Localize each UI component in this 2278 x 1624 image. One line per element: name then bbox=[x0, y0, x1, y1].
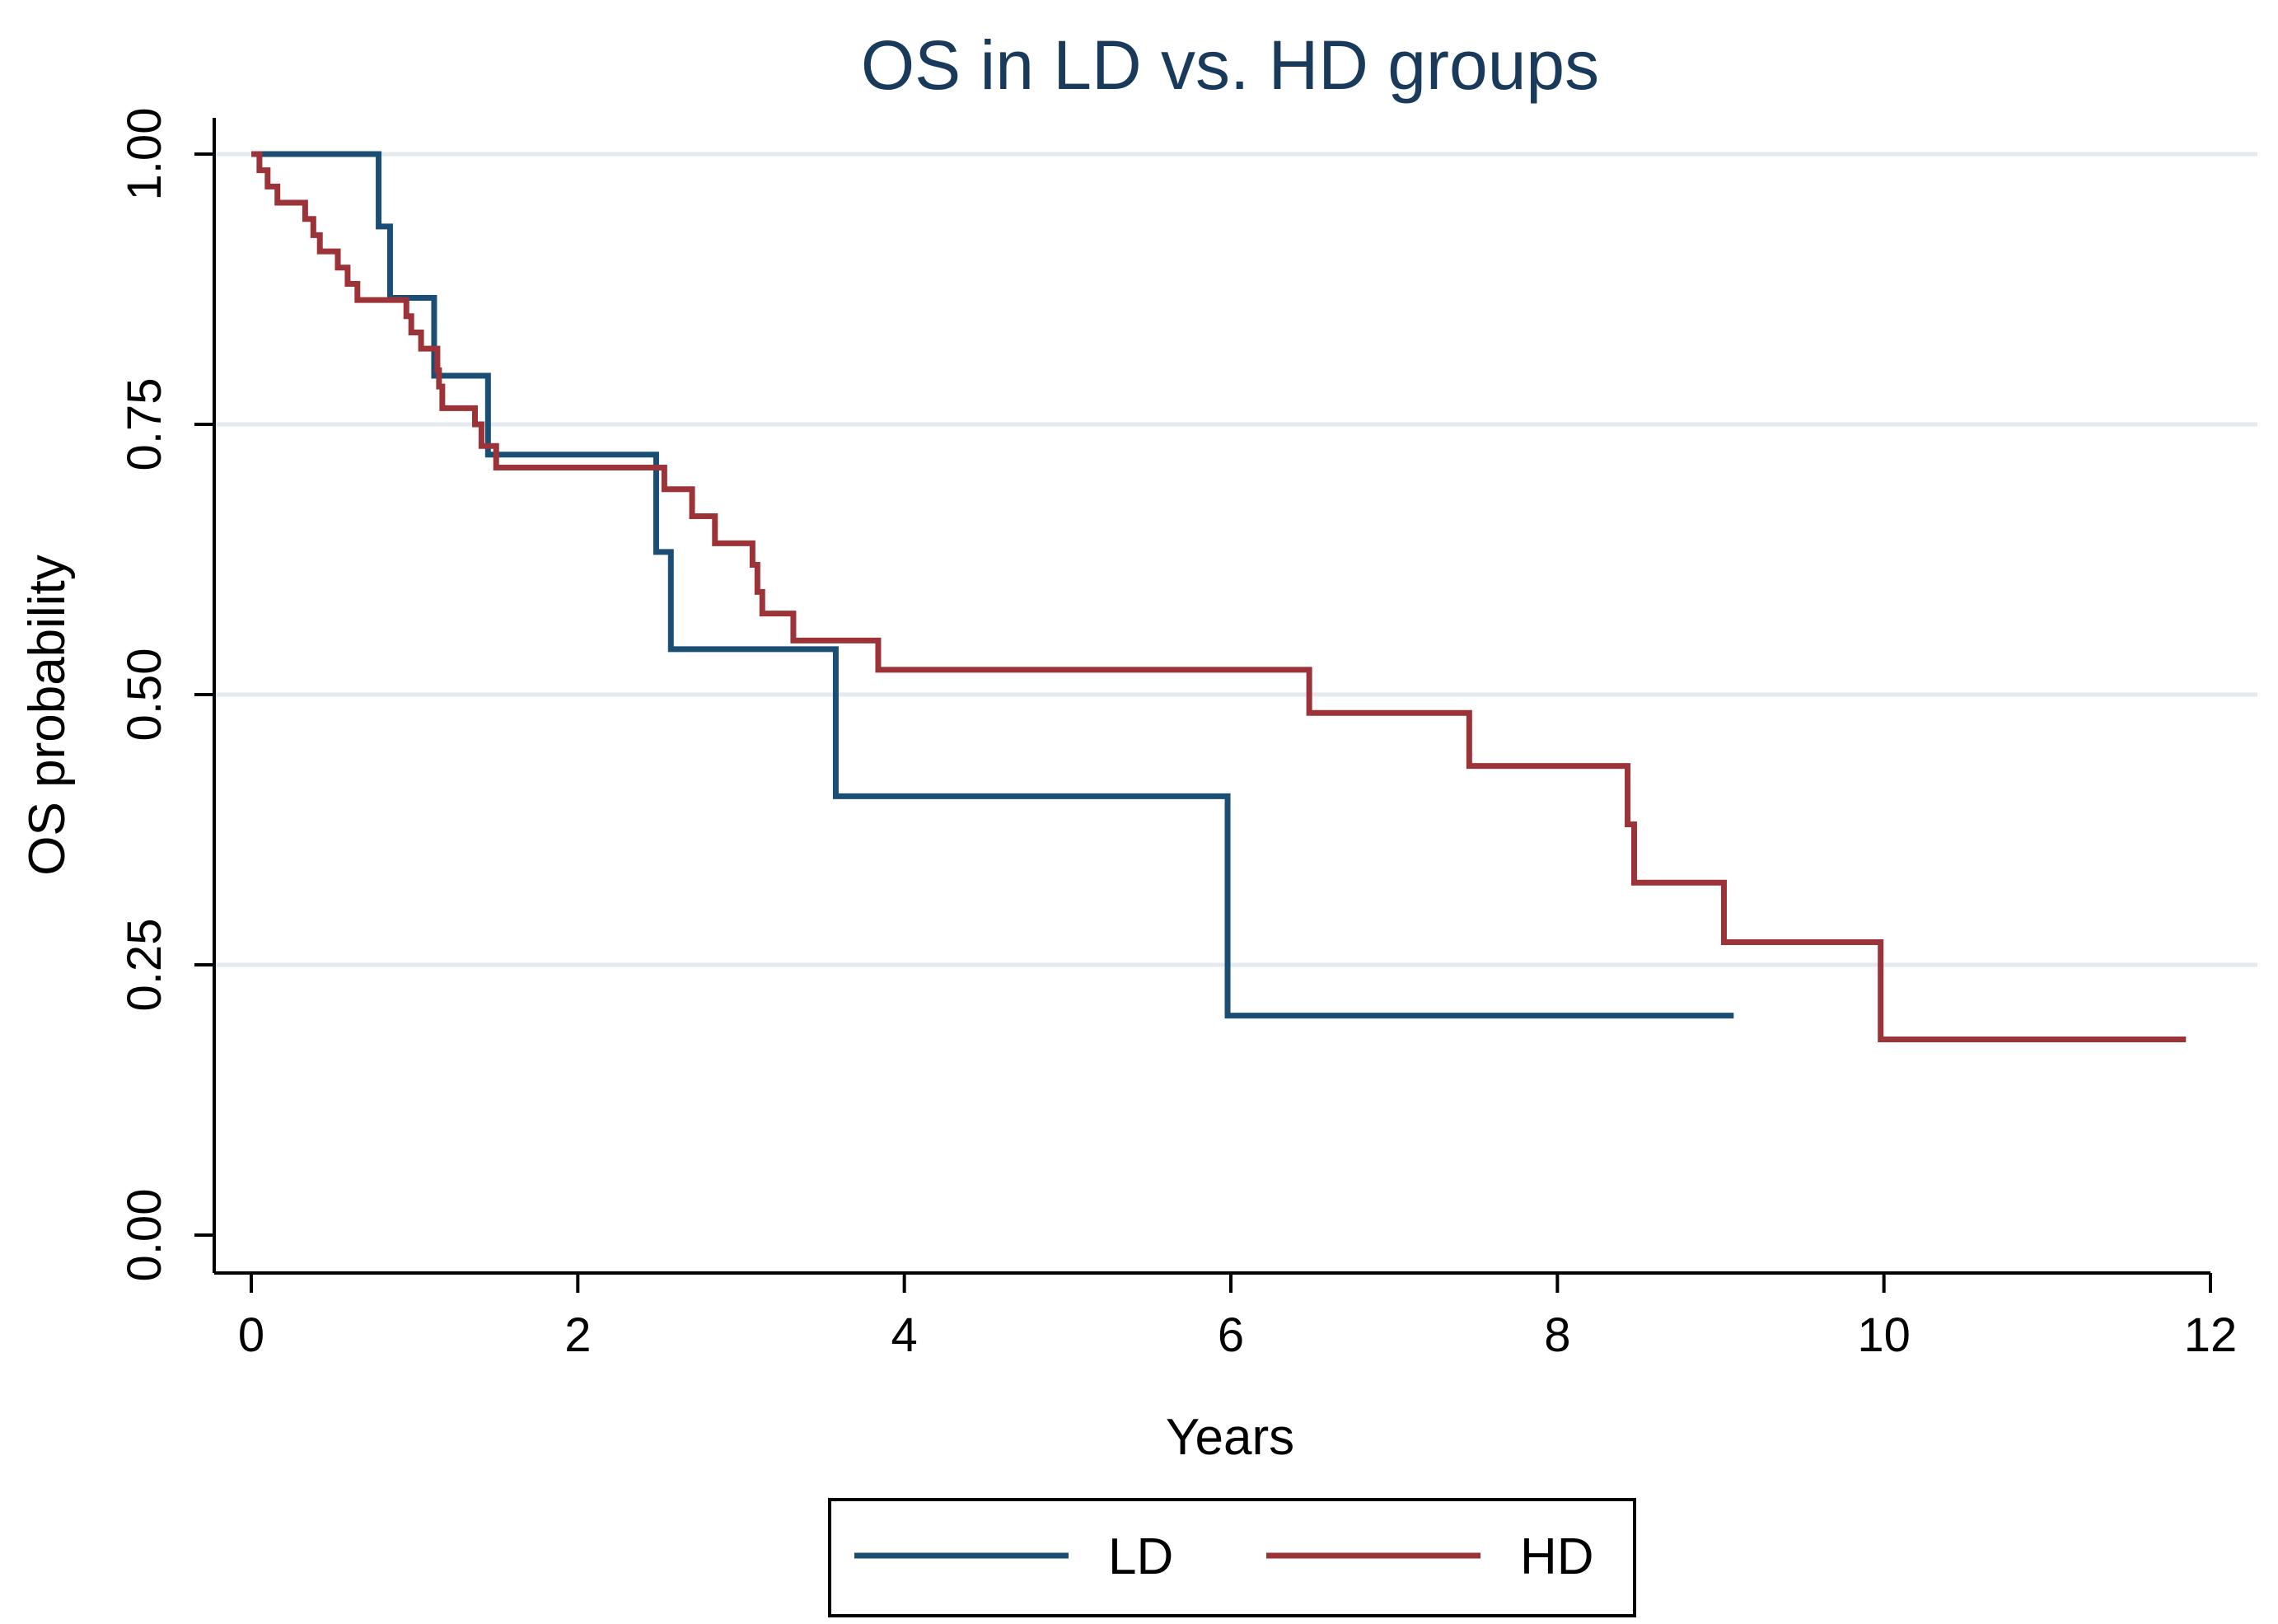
legend-label-ld: LD bbox=[1108, 1528, 1173, 1585]
x-tick-label-2: 4 bbox=[891, 1308, 918, 1362]
series-line-hd bbox=[251, 151, 2187, 1043]
y-tick-label-1: 0.25 bbox=[118, 919, 171, 1012]
y-tick-label-3: 0.75 bbox=[118, 378, 171, 471]
y-tick-label-2: 0.50 bbox=[118, 648, 171, 742]
y-tick-label-4: 1.00 bbox=[118, 108, 171, 201]
x-tick-label-0: 0 bbox=[238, 1308, 264, 1362]
y-axis-label: OS probability bbox=[19, 555, 76, 875]
grid-lines bbox=[214, 152, 2257, 967]
x-tick-label-5: 10 bbox=[1857, 1308, 1911, 1362]
x-tick-label-4: 8 bbox=[1544, 1308, 1570, 1362]
y-tick-label-0: 0.00 bbox=[118, 1189, 171, 1282]
x-tick-label-6: 12 bbox=[2184, 1308, 2238, 1362]
axes: 0.00 0.25 0.50 0.75 1.00 0 2 4 6 8 10 12 bbox=[118, 108, 2237, 1362]
x-axis-label: Years bbox=[1166, 1409, 1294, 1466]
legend: LD HD bbox=[828, 1498, 1636, 1617]
series-layer bbox=[251, 151, 2187, 1043]
x-tick-label-3: 6 bbox=[1218, 1308, 1244, 1362]
chart-title: OS in LD vs. HD groups bbox=[861, 26, 1599, 104]
series-line-ld bbox=[251, 151, 1734, 1019]
x-tick-label-1: 2 bbox=[564, 1308, 591, 1362]
legend-label-hd: HD bbox=[1520, 1528, 1594, 1585]
